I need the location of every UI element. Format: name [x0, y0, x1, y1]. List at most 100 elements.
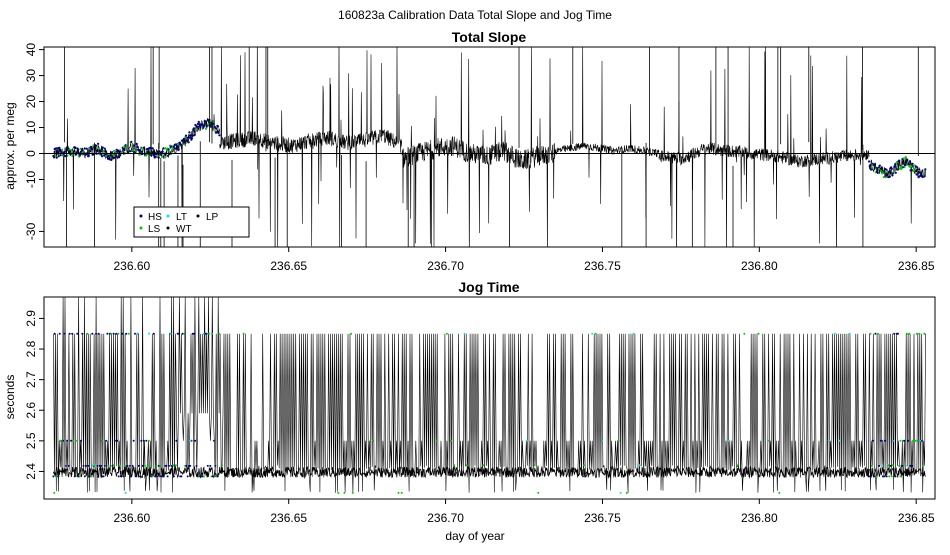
total-slope-point: [54, 154, 57, 157]
jog-time-point: [875, 475, 878, 478]
total-slope-point: [70, 148, 73, 151]
jog-time-point: [216, 475, 219, 478]
jog-time-point: [203, 475, 205, 478]
total-slope-xtick-label-1: 236.65: [270, 259, 307, 273]
total-slope-point: [878, 167, 881, 171]
total-slope-xtick-label-3: 236.75: [584, 259, 621, 273]
legend-marker-hs: [139, 214, 143, 218]
jog-time-point: [118, 464, 121, 467]
total-slope-plot-body: [52, 47, 927, 247]
total-slope-point: [166, 154, 170, 157]
jog-time-ylabel: seconds: [3, 375, 17, 420]
jog-time-point: [177, 332, 180, 335]
jog-time-point: [617, 439, 620, 442]
total-slope-point: [915, 173, 918, 176]
jog-time-point: [154, 475, 157, 478]
jog-time-point: [80, 439, 82, 442]
total-slope-point: [215, 131, 218, 134]
jog-time-point: [891, 464, 894, 467]
total-slope-point: [113, 149, 116, 152]
jog-time-point: [899, 439, 902, 442]
total-slope-point: [160, 155, 164, 158]
jog-time-point: [147, 439, 150, 442]
total-slope-point: [187, 141, 190, 144]
jog-time-point: [465, 464, 468, 467]
jog-time-ytick-label-3: 2.7: [24, 371, 38, 388]
total-slope-ytick-label-5: 30: [24, 69, 38, 83]
jog-time-point: [482, 464, 485, 467]
total-slope-ytick-label-6: 40: [24, 43, 38, 57]
jog-time-point: [214, 464, 217, 467]
total-slope-point: [197, 120, 200, 123]
total-slope-point: [55, 147, 58, 150]
total-slope-point: [884, 171, 887, 174]
total-slope-xtick-label-0: 236.60: [113, 259, 150, 273]
jog-time-point: [142, 439, 145, 442]
jog-time-point: [117, 475, 120, 478]
total-slope-trace-2: [401, 47, 556, 247]
jog-time-point: [195, 464, 198, 467]
jog-time-point: [908, 332, 911, 335]
jog-time-point: [63, 332, 66, 335]
total-slope-point: [908, 165, 911, 168]
figure-title: 160823a Calibration Data Total Slope and…: [338, 8, 612, 22]
total-slope-point: [154, 155, 157, 159]
jog-time-point: [139, 475, 141, 478]
legend-label-lt: LT: [176, 212, 187, 223]
total-slope-point: [101, 155, 104, 158]
total-slope-point: [908, 160, 912, 163]
total-slope-point: [135, 142, 138, 145]
total-slope-point: [186, 136, 189, 139]
total-slope-point: [204, 127, 208, 130]
jog-time-point: [135, 475, 138, 478]
jog-time-point: [86, 332, 89, 335]
total-slope-point: [90, 145, 93, 149]
total-slope-ytick-label-1: -10: [24, 170, 38, 188]
jog-time-xtick-label-1: 236.65: [270, 511, 307, 525]
jog-time-point: [127, 332, 130, 335]
total-slope-panel: Total Slope approx. per meg 236.60 236.65…: [3, 29, 936, 273]
total-slope-point: [186, 138, 190, 142]
jog-time-plot-body: [52, 297, 926, 494]
jog-time-point: [891, 439, 894, 442]
jog-time-point: [131, 464, 134, 467]
total-slope-point: [57, 155, 60, 158]
jog-time-point: [166, 475, 169, 478]
jog-time-ytick-label-2: 2.6: [24, 402, 38, 419]
jog-time-point: [78, 475, 81, 478]
jog-time-point: [583, 464, 586, 467]
jog-time-point: [52, 475, 55, 478]
total-slope-point: [918, 171, 922, 174]
jog-time-point: [112, 464, 115, 467]
jog-time-point: [100, 464, 103, 467]
total-slope-point: [85, 147, 88, 150]
total-slope-ytick-label-4: 20: [24, 95, 38, 109]
total-slope-point: [144, 154, 148, 157]
total-slope-point: [102, 149, 105, 153]
total-slope-point: [146, 150, 149, 153]
jog-time-point: [919, 439, 922, 442]
total-slope-point: [201, 123, 204, 126]
total-slope-point: [874, 163, 877, 166]
jog-time-point: [73, 475, 76, 478]
jog-time-point: [71, 332, 74, 335]
total-slope-point: [176, 143, 180, 146]
total-slope-point: [103, 154, 106, 157]
jog-time-point: [180, 475, 183, 478]
jog-time-dense-band: [53, 465, 926, 480]
total-slope-point: [190, 137, 194, 140]
total-slope-point: [147, 154, 150, 157]
jog-time-point: [205, 332, 208, 335]
jog-time-point: [625, 491, 628, 494]
jog-time-point: [343, 491, 346, 494]
total-slope-point: [152, 154, 156, 157]
total-slope-point: [163, 156, 166, 159]
jog-time-point: [918, 332, 921, 335]
total-slope-point: [903, 165, 906, 169]
jog-time-point: [126, 464, 129, 467]
total-slope-point: [209, 125, 212, 128]
legend: HS LT LP LS WT: [133, 206, 250, 238]
jog-time-point: [888, 475, 891, 478]
jog-time-point: [351, 491, 354, 494]
jog-time-point: [62, 439, 65, 442]
